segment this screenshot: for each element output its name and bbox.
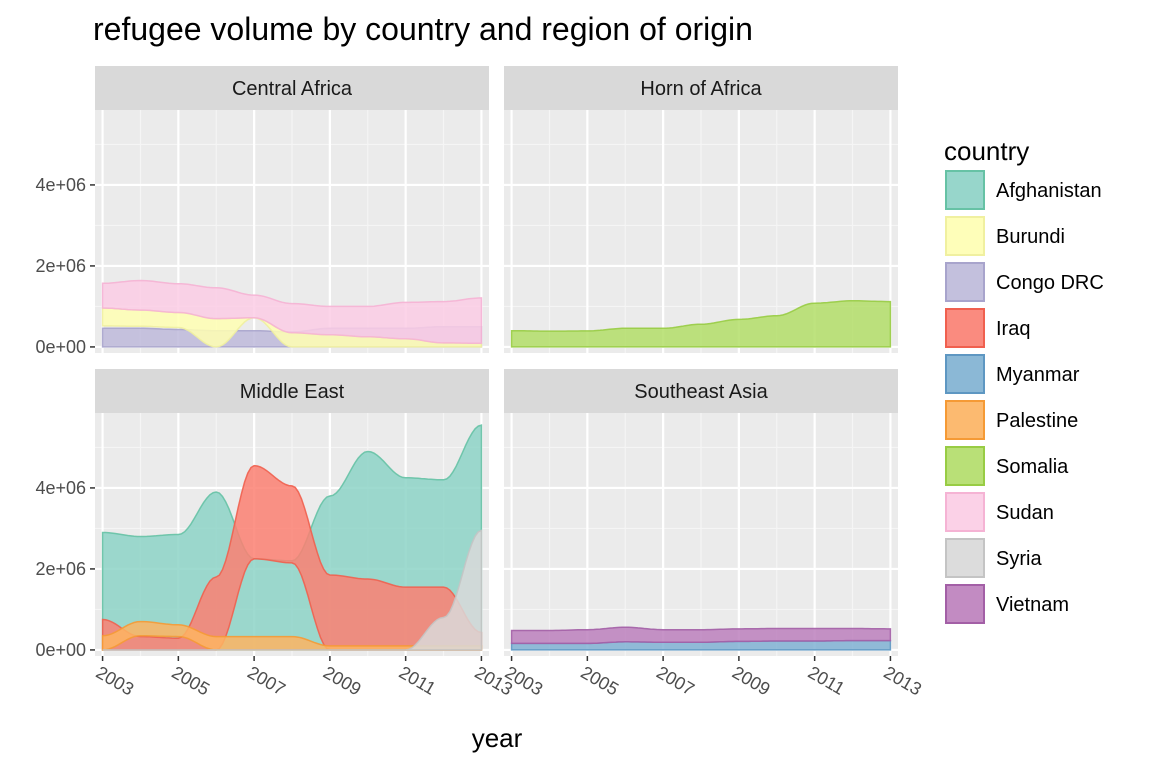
y-tick-label: 0e+00	[35, 640, 86, 660]
legend-swatch-sudan	[945, 492, 985, 532]
chart-title: refugee volume by country and region of …	[93, 11, 753, 47]
x-tick-label: 2009	[320, 662, 365, 699]
legend-label-sudan: Sudan	[996, 502, 1054, 524]
x-tick-label: 2007	[653, 662, 698, 699]
y-tick-label: 4e+06	[35, 478, 86, 498]
strip-horn-of-africa	[504, 66, 898, 110]
legend-swatch-myanmar	[945, 354, 985, 394]
legend-swatch-somalia	[945, 446, 985, 486]
x-tick-label: 2005	[577, 662, 622, 699]
x-tick-label: 2011	[396, 662, 440, 699]
strip-label-middle-east: Middle East	[240, 381, 345, 403]
strip-central-africa	[95, 66, 489, 110]
legend-swatch-vietnam	[945, 584, 985, 624]
x-tick-label: 2005	[168, 662, 213, 699]
legend-label-iraq: Iraq	[996, 318, 1030, 340]
x-tick-label: 2011	[805, 662, 849, 699]
strip-label-central-africa: Central Africa	[232, 78, 353, 100]
legend-swatch-burundi	[945, 216, 985, 256]
strip-southeast-asia	[504, 369, 898, 413]
legend-label-burundi: Burundi	[996, 226, 1065, 248]
x-axis-title: year	[472, 723, 523, 753]
legend-label-syria: Syria	[996, 548, 1042, 570]
strip-middle-east	[95, 369, 489, 413]
y-tick-label: 0e+00	[35, 337, 86, 357]
area-central-africa-sudan	[101, 279, 483, 345]
legend-label-somalia: Somalia	[996, 456, 1069, 478]
panel-central-africa: Central Africa	[95, 66, 489, 353]
legend-swatch-congo-drc	[945, 262, 985, 302]
area-horn-of-africa-somalia	[510, 300, 892, 348]
legend-label-vietnam: Vietnam	[996, 594, 1069, 616]
y-axes: 0e+00 2e+06 4e+06 0e+00 2e+06 4e+06	[35, 175, 95, 660]
legend-label-palestine: Palestine	[996, 410, 1078, 432]
x-tick-label: 2009	[729, 662, 774, 699]
x-tick-label: 2013	[880, 662, 925, 699]
legend-label-congo-drc: Congo DRC	[996, 272, 1104, 294]
panels: Central Africa Horn of Africa Middle East S…	[95, 66, 898, 656]
legend-swatch-syria	[945, 538, 985, 578]
area-southeast-asia-vietnam	[510, 626, 892, 645]
panel-southeast-asia: Southeast Asia	[504, 369, 898, 656]
legend-swatch-palestine	[945, 400, 985, 440]
panel-horn-of-africa: Horn of Africa	[504, 66, 898, 353]
legend: country Afghanistan Burundi Congo DRC Iraq M…	[944, 136, 1104, 624]
y-tick-label: 4e+06	[35, 175, 86, 195]
strip-label-southeast-asia: Southeast Asia	[634, 381, 768, 403]
x-tick-label: 2007	[244, 662, 289, 699]
x-tick-label: 2003	[93, 662, 138, 699]
legend-title: country	[944, 136, 1029, 166]
legend-swatch-iraq	[945, 308, 985, 348]
legend-label-myanmar: Myanmar	[996, 364, 1080, 386]
area-middle-east-syria	[102, 529, 483, 651]
legend-label-afghanistan: Afghanistan	[996, 180, 1102, 202]
panel-middle-east: Middle East	[95, 369, 489, 656]
y-tick-label: 2e+06	[35, 559, 86, 579]
y-tick-label: 2e+06	[35, 256, 86, 276]
legend-swatch-afghanistan	[945, 170, 985, 210]
strip-label-horn-of-africa: Horn of Africa	[640, 78, 762, 100]
